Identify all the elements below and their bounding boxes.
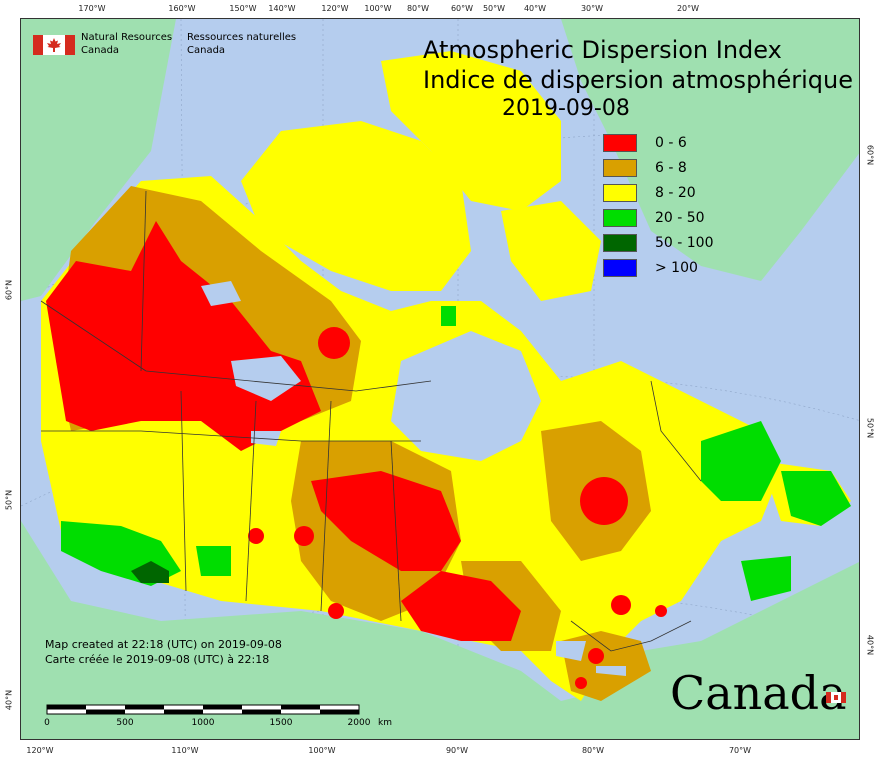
scale-label: 1000 [191,718,215,728]
scale-bar [46,704,360,715]
scale-unit: km [378,718,392,728]
lat-label-left: 60°N [4,279,14,301]
agency-fr-line2: Canada [187,45,226,56]
map-title-en: Atmospheric Dispersion Index [423,36,782,64]
legend-swatch [603,184,637,202]
other-land [21,19,859,739]
lon-label-top: 120°W [321,4,349,13]
legend-item: 50 - 100 [603,234,723,254]
legend-swatch [603,209,637,227]
scale-label: 0 [44,718,50,728]
credit-en: Map created at 22:18 (UTC) on 2019-09-08 [45,638,282,651]
class-0-6-area [46,221,667,689]
canada-flag-icon [33,35,75,55]
lat-label-right: 60°N [865,144,875,166]
agency-name-en: Natural Resources Canada [81,31,172,57]
lakes [201,281,626,676]
legend-item: > 100 [603,259,723,279]
lon-label-top: 40°W [523,4,547,13]
lat-label-left: 40°N [4,689,14,711]
lon-label-top: 150°W [229,4,257,13]
lon-label-bottom: 120°W [26,746,54,755]
legend-swatch [603,159,637,177]
legend-swatch [603,134,637,152]
credit-fr: Carte créée le 2019-09-08 (UTC) à 22:18 [45,653,270,666]
lon-label-bottom: 70°W [728,746,752,755]
lon-label-top: 160°W [168,4,196,13]
legend-swatch [603,234,637,252]
map-date: 2019-09-08 [502,96,630,121]
scale-label: 500 [116,718,134,728]
wordmark-flag-icon [826,692,846,703]
lon-label-top: 170°W [78,4,106,13]
lon-label-top: 100°W [364,4,392,13]
legend-label: > 100 [655,260,698,276]
agency-name-fr: Ressources naturelles Canada [187,31,296,57]
legend-label: 6 - 8 [655,160,687,176]
map-canvas [21,19,859,739]
class-50-100-area [131,561,169,583]
agency-en-line2: Canada [81,45,120,56]
lon-label-top: 20°W [676,4,700,13]
canada-wordmark: Canada [670,666,847,720]
legend-item: 0 - 6 [603,134,723,154]
legend-label: 8 - 20 [655,185,696,201]
lat-label-right: 40°N [865,634,875,656]
map-title-fr: Indice de dispersion atmosphérique [423,66,854,94]
lon-label-top: 50°W [482,4,506,13]
agency-fr-line1: Ressources naturelles [187,32,297,43]
lon-label-bottom: 80°W [581,746,605,755]
lon-label-top: 60°W [450,4,474,13]
legend-label: 50 - 100 [655,235,714,251]
scale-label: 1500 [269,718,293,728]
legend-label: 0 - 6 [655,135,687,151]
legend-swatch [603,259,637,277]
legend-item: 8 - 20 [603,184,723,204]
scale-label: 2000 [347,718,371,728]
province-borders [40,190,702,652]
lon-label-bottom: 90°W [445,746,469,755]
legend-item: 20 - 50 [603,209,723,229]
agency-en-line1: Natural Resources [81,32,173,43]
lat-label-right: 50°N [865,417,875,439]
lon-label-top: 30°W [580,4,604,13]
dispersion-map [20,18,860,740]
legend-item: 6 - 8 [603,159,723,179]
hudson-bay [391,331,541,461]
lon-label-bottom: 110°W [171,746,199,755]
lon-label-top: 140°W [268,4,296,13]
legend-label: 20 - 50 [655,210,705,226]
lat-label-left: 50°N [4,489,14,511]
lon-label-bottom: 100°W [308,746,336,755]
lon-label-top: 80°W [406,4,430,13]
